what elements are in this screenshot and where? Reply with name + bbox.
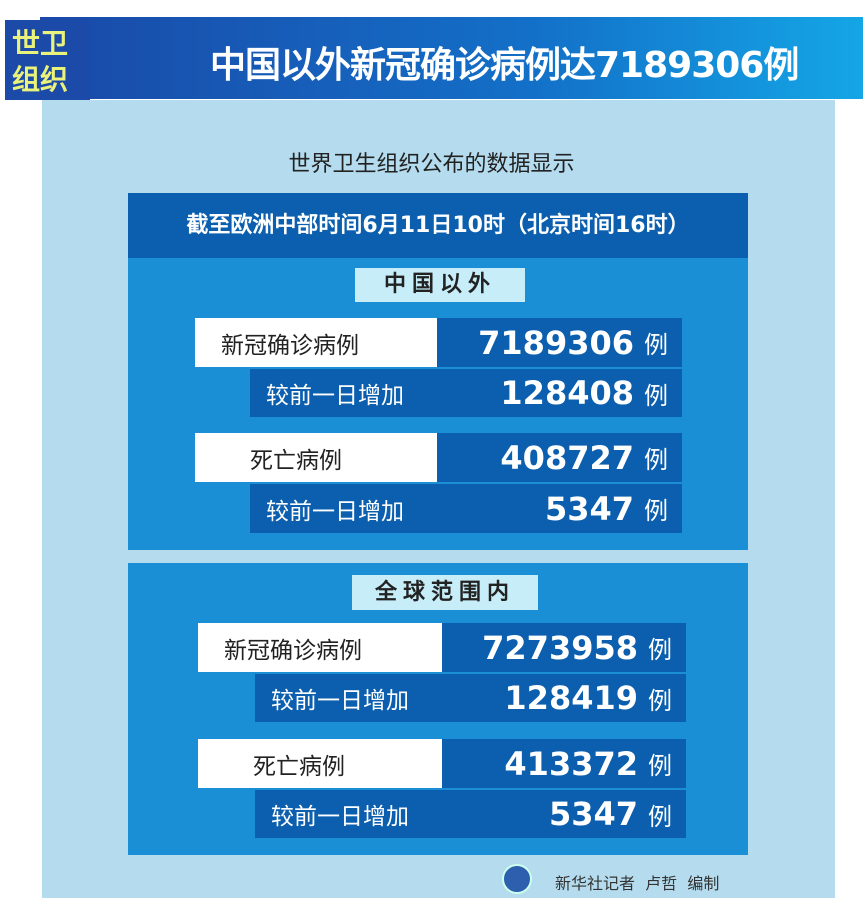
confirmed-value: 7273958 例 <box>442 623 686 672</box>
xinhua-emblem-icon <box>502 864 532 894</box>
confirmed-increase-value: 128419 例 <box>442 674 686 722</box>
header-banner <box>40 17 863 99</box>
time-note: 截至欧洲中部时间6月11日10时（北京时间16时） <box>128 193 748 258</box>
badge-box <box>5 20 90 100</box>
deaths-increase-label: 较前一日增加 <box>250 484 437 533</box>
headline: 中国以外新冠确诊病例达7189306例 <box>210 45 799 86</box>
deaths-increase-value: 5347 例 <box>442 790 686 838</box>
confirmed-increase-label: 较前一日增加 <box>250 369 437 417</box>
section-label: 全球范围内 <box>352 575 538 610</box>
deaths-increase-label: 较前一日增加 <box>255 790 442 838</box>
confirmed-increase-label: 较前一日增加 <box>255 674 442 722</box>
deaths-label: 死亡病例 <box>195 433 437 482</box>
deaths-value: 408727 例 <box>437 433 682 482</box>
confirmed-increase-value: 128408 例 <box>437 369 682 417</box>
deaths-label: 死亡病例 <box>198 739 442 788</box>
confirmed-value: 7189306 例 <box>437 318 682 367</box>
deaths-increase-value: 5347 例 <box>437 484 682 533</box>
section-label: 中国以外 <box>355 268 525 302</box>
subtitle: 世界卫生组织公布的数据显示 <box>288 152 575 177</box>
badge-text: 世卫组织 <box>12 27 69 96</box>
confirmed-label: 新冠确诊病例 <box>195 318 437 367</box>
credit: 新华社记者 卢哲 编制 <box>555 874 720 893</box>
deaths-value: 413372 例 <box>442 739 686 788</box>
confirmed-label: 新冠确诊病例 <box>198 623 442 672</box>
